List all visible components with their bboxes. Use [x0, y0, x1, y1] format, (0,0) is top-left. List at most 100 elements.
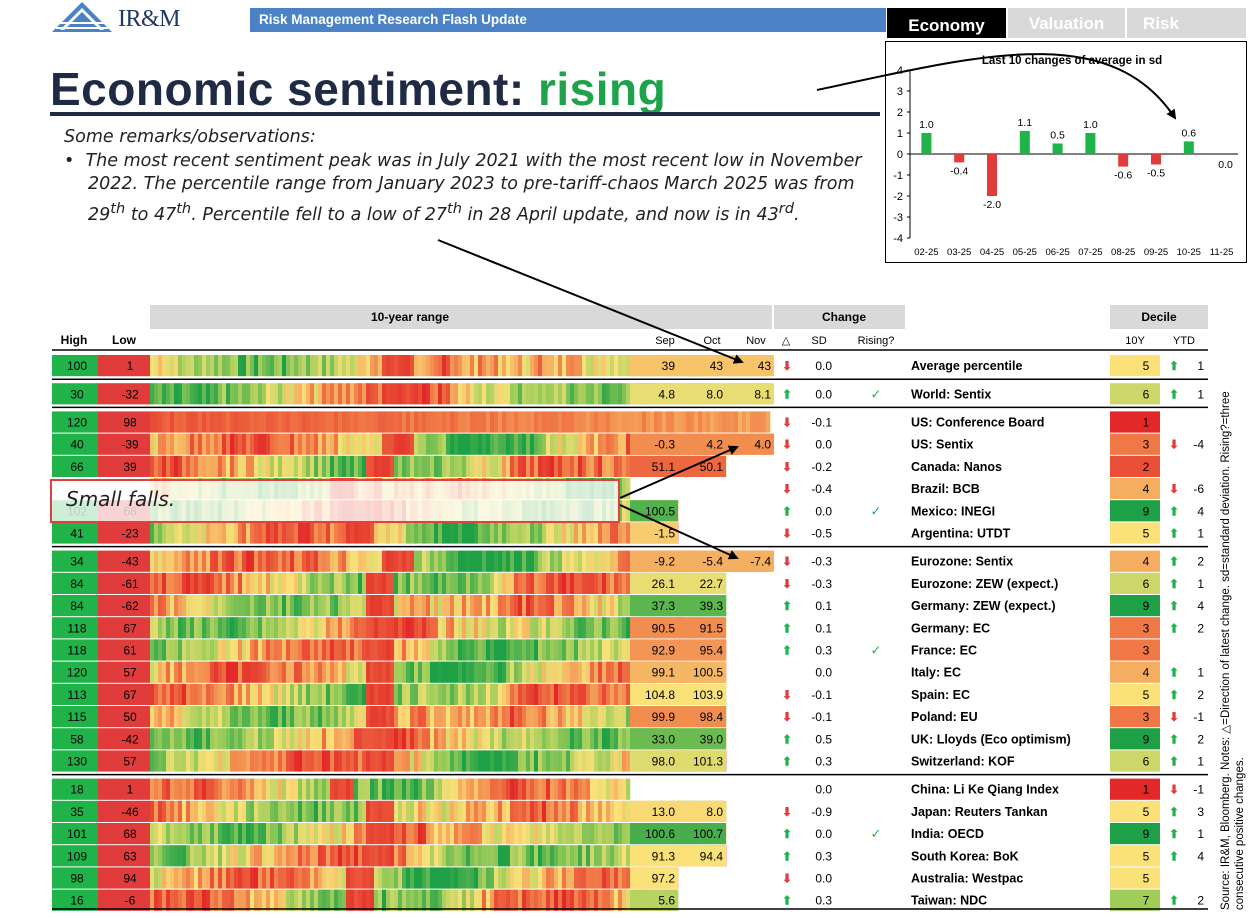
heat-strip-cell [214, 455, 219, 477]
heat-strip-cell [570, 800, 575, 822]
heat-strip-cell [474, 706, 479, 728]
heat-strip-cell [326, 383, 331, 405]
heat-strip-cell [350, 661, 355, 683]
source-note-svg: Source: IR&M, Bloomberg. Notes: △=Direct… [1220, 391, 1246, 910]
heat-strip-cell [442, 778, 447, 800]
title-prefix: Economic sentiment: [50, 63, 538, 115]
heat-strip-cell [342, 455, 347, 477]
heat-strip-cell [218, 550, 223, 572]
heat-strip-cell [446, 617, 451, 639]
heat-strip-cell [338, 823, 343, 845]
heat-strip-cell [418, 355, 423, 377]
heat-strip-cell [430, 411, 435, 433]
heat-strip-cell [170, 411, 175, 433]
heat-strip-cell [410, 778, 415, 800]
heat-strip-cell [294, 706, 299, 728]
heat-strip-cell [514, 522, 519, 544]
heat-strip-cell [210, 823, 215, 845]
heat-strip-cell [254, 728, 259, 750]
heat-strip-cell [546, 433, 551, 455]
heat-strip-cell [542, 433, 547, 455]
direction-arrow-icon: ⬆ [782, 894, 792, 908]
heat-strip-cell [154, 383, 159, 405]
heat-strip-cell [218, 411, 223, 433]
heat-strip-cell [466, 411, 471, 433]
heat-strip-cell [314, 800, 319, 822]
tab-valuation[interactable]: Valuation [1006, 8, 1125, 38]
heat-strip-cell [334, 433, 339, 455]
heat-strip-cell [286, 572, 291, 594]
heat-strip-cell [362, 383, 367, 405]
mini-x-tick-label: 11-25 [1210, 247, 1234, 258]
heat-strip-cell [286, 683, 291, 705]
heat-strip-cell [342, 595, 347, 617]
heat-strip-cell [482, 778, 487, 800]
heat-strip-cell [170, 550, 175, 572]
heat-strip-cell [530, 572, 535, 594]
heat-strip-cell [382, 778, 387, 800]
oct-value: 8.0 [706, 805, 723, 819]
heat-strip-cell [178, 661, 183, 683]
heat-strip-cell [234, 595, 239, 617]
heat-strip-cell [510, 550, 515, 572]
heat-strip-cell [358, 433, 363, 455]
heat-strip-cell [254, 867, 259, 889]
heat-strip-cell [490, 706, 495, 728]
heat-strip-cell [514, 411, 519, 433]
heat-strip-cell [330, 617, 335, 639]
sep-value: 26.1 [652, 577, 676, 591]
heat-strip-cell [538, 706, 543, 728]
heat-strip-cell [422, 617, 427, 639]
heat-strip-cell [366, 617, 371, 639]
heat-strip-cell [310, 778, 315, 800]
heat-strip-cell [614, 455, 619, 477]
heat-strip-cell [218, 683, 223, 705]
direction-arrow-icon: ⬆ [782, 732, 792, 746]
heat-strip-cell [154, 800, 159, 822]
heat-strip-cell [350, 355, 355, 377]
heat-strip-cell [554, 706, 559, 728]
heat-strip-cell [326, 455, 331, 477]
heat-strip-cell [354, 683, 359, 705]
heat-strip-cell [322, 845, 327, 867]
low-cell [98, 383, 150, 405]
heat-strip-cell [546, 522, 551, 544]
heat-strip-cell [442, 706, 447, 728]
direction-arrow-icon: ⬆ [782, 827, 792, 841]
heat-strip-cell [382, 728, 387, 750]
heat-strip-cell [550, 706, 555, 728]
heat-strip-cell [610, 728, 615, 750]
heat-strip-cell [622, 550, 627, 572]
decile-cell [1110, 383, 1160, 405]
heat-strip-cell [358, 845, 363, 867]
decile-cell [1110, 845, 1160, 867]
tab-risk[interactable]: Risk [1125, 8, 1246, 38]
heat-strip-cell [386, 433, 391, 455]
heat-strip-cell [254, 750, 259, 772]
heat-strip-cell [354, 617, 359, 639]
sep-value-cell [630, 889, 678, 911]
sep-value: 13.0 [652, 805, 676, 819]
heat-strip-cell [598, 800, 603, 822]
heat-strip-cell [458, 800, 463, 822]
heat-strip-cell [574, 683, 579, 705]
heat-strip-cell [218, 845, 223, 867]
heat-strip-cell [438, 639, 443, 661]
heat-strip-cell [354, 433, 359, 455]
heat-strip-cell [462, 522, 467, 544]
heat-strip-cell [530, 845, 535, 867]
heat-strip-cell [298, 595, 303, 617]
heat-strip-cell [322, 572, 327, 594]
heat-strip-cell [570, 889, 575, 911]
heat-strip-cell [174, 661, 179, 683]
heat-strip-cell [578, 639, 583, 661]
heat-strip-cell [566, 595, 571, 617]
heat-strip-cell [214, 572, 219, 594]
heat-strip-cell [466, 550, 471, 572]
heat-strip-cell [394, 800, 399, 822]
heat-strip-cell [226, 823, 231, 845]
heat-strip-cell [394, 867, 399, 889]
heat-strip-cell [446, 595, 451, 617]
tab-economy[interactable]: Economy [887, 8, 1006, 38]
heat-strip-cell [206, 522, 211, 544]
